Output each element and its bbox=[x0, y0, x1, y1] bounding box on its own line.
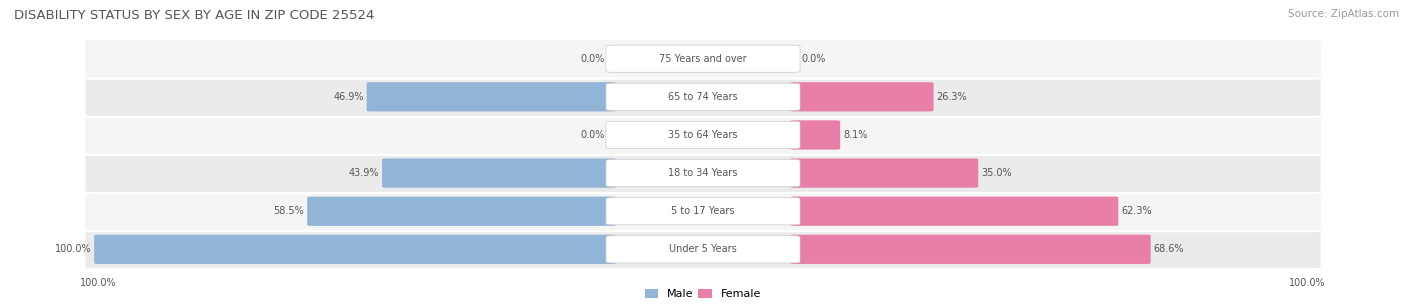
Text: 100.0%: 100.0% bbox=[1289, 278, 1326, 288]
FancyBboxPatch shape bbox=[307, 196, 616, 226]
Text: 5 to 17 Years: 5 to 17 Years bbox=[671, 206, 735, 216]
FancyBboxPatch shape bbox=[790, 159, 979, 188]
FancyBboxPatch shape bbox=[606, 83, 800, 110]
Text: 62.3%: 62.3% bbox=[1121, 206, 1152, 216]
Text: 65 to 74 Years: 65 to 74 Years bbox=[668, 92, 738, 102]
Text: Source: ZipAtlas.com: Source: ZipAtlas.com bbox=[1288, 9, 1399, 19]
Text: Under 5 Years: Under 5 Years bbox=[669, 244, 737, 254]
FancyBboxPatch shape bbox=[606, 160, 800, 187]
Text: 8.1%: 8.1% bbox=[844, 130, 868, 140]
Text: 100.0%: 100.0% bbox=[55, 244, 91, 254]
FancyBboxPatch shape bbox=[84, 229, 1322, 269]
Text: 100.0%: 100.0% bbox=[80, 278, 117, 288]
Text: 0.0%: 0.0% bbox=[581, 130, 605, 140]
Text: 46.9%: 46.9% bbox=[333, 92, 364, 102]
FancyBboxPatch shape bbox=[606, 198, 800, 225]
FancyBboxPatch shape bbox=[367, 82, 616, 112]
FancyBboxPatch shape bbox=[606, 121, 800, 149]
Text: 35 to 64 Years: 35 to 64 Years bbox=[668, 130, 738, 140]
FancyBboxPatch shape bbox=[790, 235, 1150, 264]
Legend: Male, Female: Male, Female bbox=[645, 289, 761, 300]
FancyBboxPatch shape bbox=[94, 235, 616, 264]
Text: 35.0%: 35.0% bbox=[981, 168, 1012, 178]
Text: 58.5%: 58.5% bbox=[274, 206, 304, 216]
FancyBboxPatch shape bbox=[84, 39, 1322, 79]
Text: 0.0%: 0.0% bbox=[581, 54, 605, 64]
FancyBboxPatch shape bbox=[790, 82, 934, 112]
Text: 68.6%: 68.6% bbox=[1153, 244, 1184, 254]
FancyBboxPatch shape bbox=[84, 77, 1322, 117]
Text: DISABILITY STATUS BY SEX BY AGE IN ZIP CODE 25524: DISABILITY STATUS BY SEX BY AGE IN ZIP C… bbox=[14, 9, 374, 22]
Text: 43.9%: 43.9% bbox=[349, 168, 380, 178]
FancyBboxPatch shape bbox=[790, 120, 841, 150]
FancyBboxPatch shape bbox=[606, 236, 800, 263]
Text: 0.0%: 0.0% bbox=[801, 54, 825, 64]
Text: 26.3%: 26.3% bbox=[936, 92, 967, 102]
FancyBboxPatch shape bbox=[84, 115, 1322, 155]
Text: 18 to 34 Years: 18 to 34 Years bbox=[668, 168, 738, 178]
Text: 75 Years and over: 75 Years and over bbox=[659, 54, 747, 64]
FancyBboxPatch shape bbox=[382, 159, 616, 188]
FancyBboxPatch shape bbox=[606, 45, 800, 72]
FancyBboxPatch shape bbox=[84, 191, 1322, 231]
FancyBboxPatch shape bbox=[790, 196, 1118, 226]
FancyBboxPatch shape bbox=[84, 153, 1322, 193]
